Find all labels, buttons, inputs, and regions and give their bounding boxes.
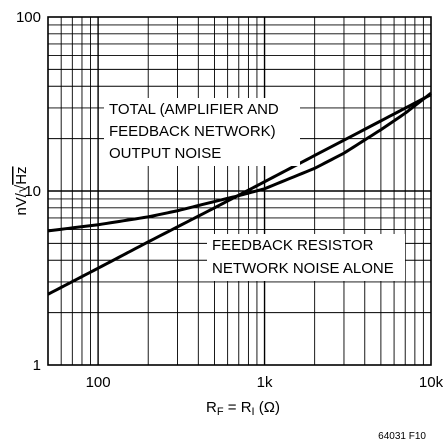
y-axis-label-radicand: Hz (13, 166, 30, 184)
series-line-resistor-noise (47, 93, 432, 296)
y-axis-label-prefix: nV/√ (13, 184, 30, 216)
y-axis-label: nV/√Hz (13, 166, 30, 215)
x-axis-label-unit: (Ω) (255, 399, 280, 416)
curves (47, 91, 432, 296)
resistor-noise-annotation: FEEDBACK RESISTOR NETWORK NOISE ALONE (207, 234, 405, 281)
x-tick-label: 10k (419, 374, 443, 391)
grid (48, 17, 431, 365)
x-axis-label-sub2: I (252, 406, 255, 418)
x-axis-label-eq: = R (224, 399, 252, 416)
y-tick-label: 1 (33, 357, 41, 374)
x-axis-label: RF = RI (Ω) (206, 399, 280, 418)
series-line-total-noise (47, 91, 432, 233)
y-tick-label: 100 (16, 9, 41, 26)
resistor-noise-annotation-bg (207, 234, 405, 281)
x-tick-label: 1k (257, 374, 273, 391)
total-noise-annotation-bg (104, 98, 300, 166)
x-tick-label: 100 (86, 374, 111, 391)
resistor-noise-line-2: NETWORK NOISE ALONE (212, 260, 394, 277)
y-tick-label: 10 (24, 183, 41, 200)
total-noise-line-2: FEEDBACK NETWORK) (109, 123, 276, 140)
figure-id: 64031 F10 (378, 431, 426, 442)
total-noise-line-3: OUTPUT NOISE (109, 145, 221, 162)
total-noise-annotation: TOTAL (AMPLIFIER AND FEEDBACK NETWORK) O… (104, 98, 300, 166)
x-axis-label-sub1: F (217, 406, 224, 418)
total-noise-line-1: TOTAL (AMPLIFIER AND (109, 101, 279, 118)
plot-frame (47, 16, 432, 366)
tick-labels: 100 1k 10k 1 10 100 (16, 9, 443, 391)
x-axis-label-main: R (206, 399, 217, 416)
resistor-noise-line-1: FEEDBACK RESISTOR (212, 237, 374, 254)
